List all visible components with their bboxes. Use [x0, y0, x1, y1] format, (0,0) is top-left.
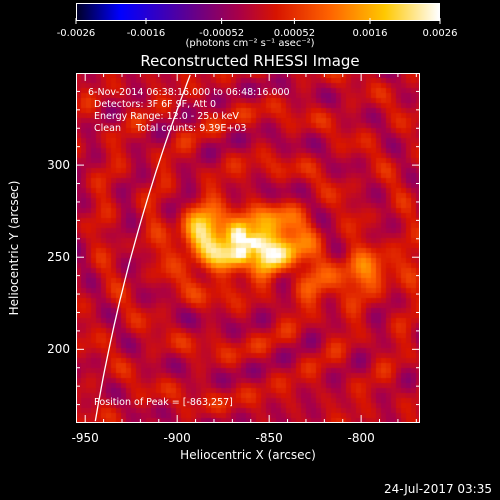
x-tick-label: -800 — [347, 431, 375, 445]
x-tick-label: -900 — [163, 431, 191, 445]
solar-limb-curve — [94, 74, 191, 422]
peak-position-label: Position of Peak = [-863,257] — [94, 397, 233, 408]
colorbar-tick-label: 0.0026 — [422, 28, 458, 39]
y-tick-label: 200 — [47, 342, 70, 357]
chart-title: Reconstructed RHESSI Image — [140, 52, 360, 70]
colorbar-units: (photons cm⁻² s⁻¹ asec⁻²) — [185, 38, 315, 49]
time-range-label: 6-Nov-2014 06:38:16.000 to 06:48:16.000 — [88, 87, 290, 98]
y-tick-label: 300 — [47, 158, 70, 173]
plot-area: 6-Nov-2014 06:38:16.000 to 06:48:16.000 … — [76, 73, 420, 423]
clean-counts-label: Clean Total counts: 9.39E+03 — [94, 123, 247, 134]
energy-range-label: Energy Range: 12.0 - 25.0 keV — [94, 111, 239, 122]
colorbar-tick-label: -0.00052 — [199, 28, 245, 39]
colorbar — [76, 3, 440, 21]
colorbar-tick-label: 0.00052 — [273, 28, 316, 39]
colorbar-tick-label: 0.0016 — [352, 28, 388, 39]
colorbar-tick-label: -0.0016 — [126, 28, 166, 39]
plot-overlay — [76, 73, 420, 423]
y-axis-label: Heliocentric Y (arcsec) — [7, 180, 21, 316]
detectors-label: Detectors: 3F 6F 9F, Att 0 — [94, 99, 217, 110]
date-stamp: 24-Jul-2017 03:35 — [383, 482, 492, 496]
colorbar-tick-label: -0.0026 — [56, 28, 96, 39]
plot-frame — [76, 73, 420, 423]
x-tick-label: -850 — [255, 431, 283, 445]
y-tick-label: 250 — [47, 250, 70, 265]
x-tick-label: -950 — [71, 431, 99, 445]
x-axis-label: Heliocentric X (arcsec) — [180, 448, 316, 462]
